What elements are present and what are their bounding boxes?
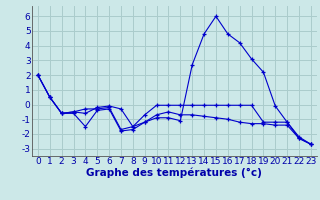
X-axis label: Graphe des températures (°c): Graphe des températures (°c)	[86, 168, 262, 178]
